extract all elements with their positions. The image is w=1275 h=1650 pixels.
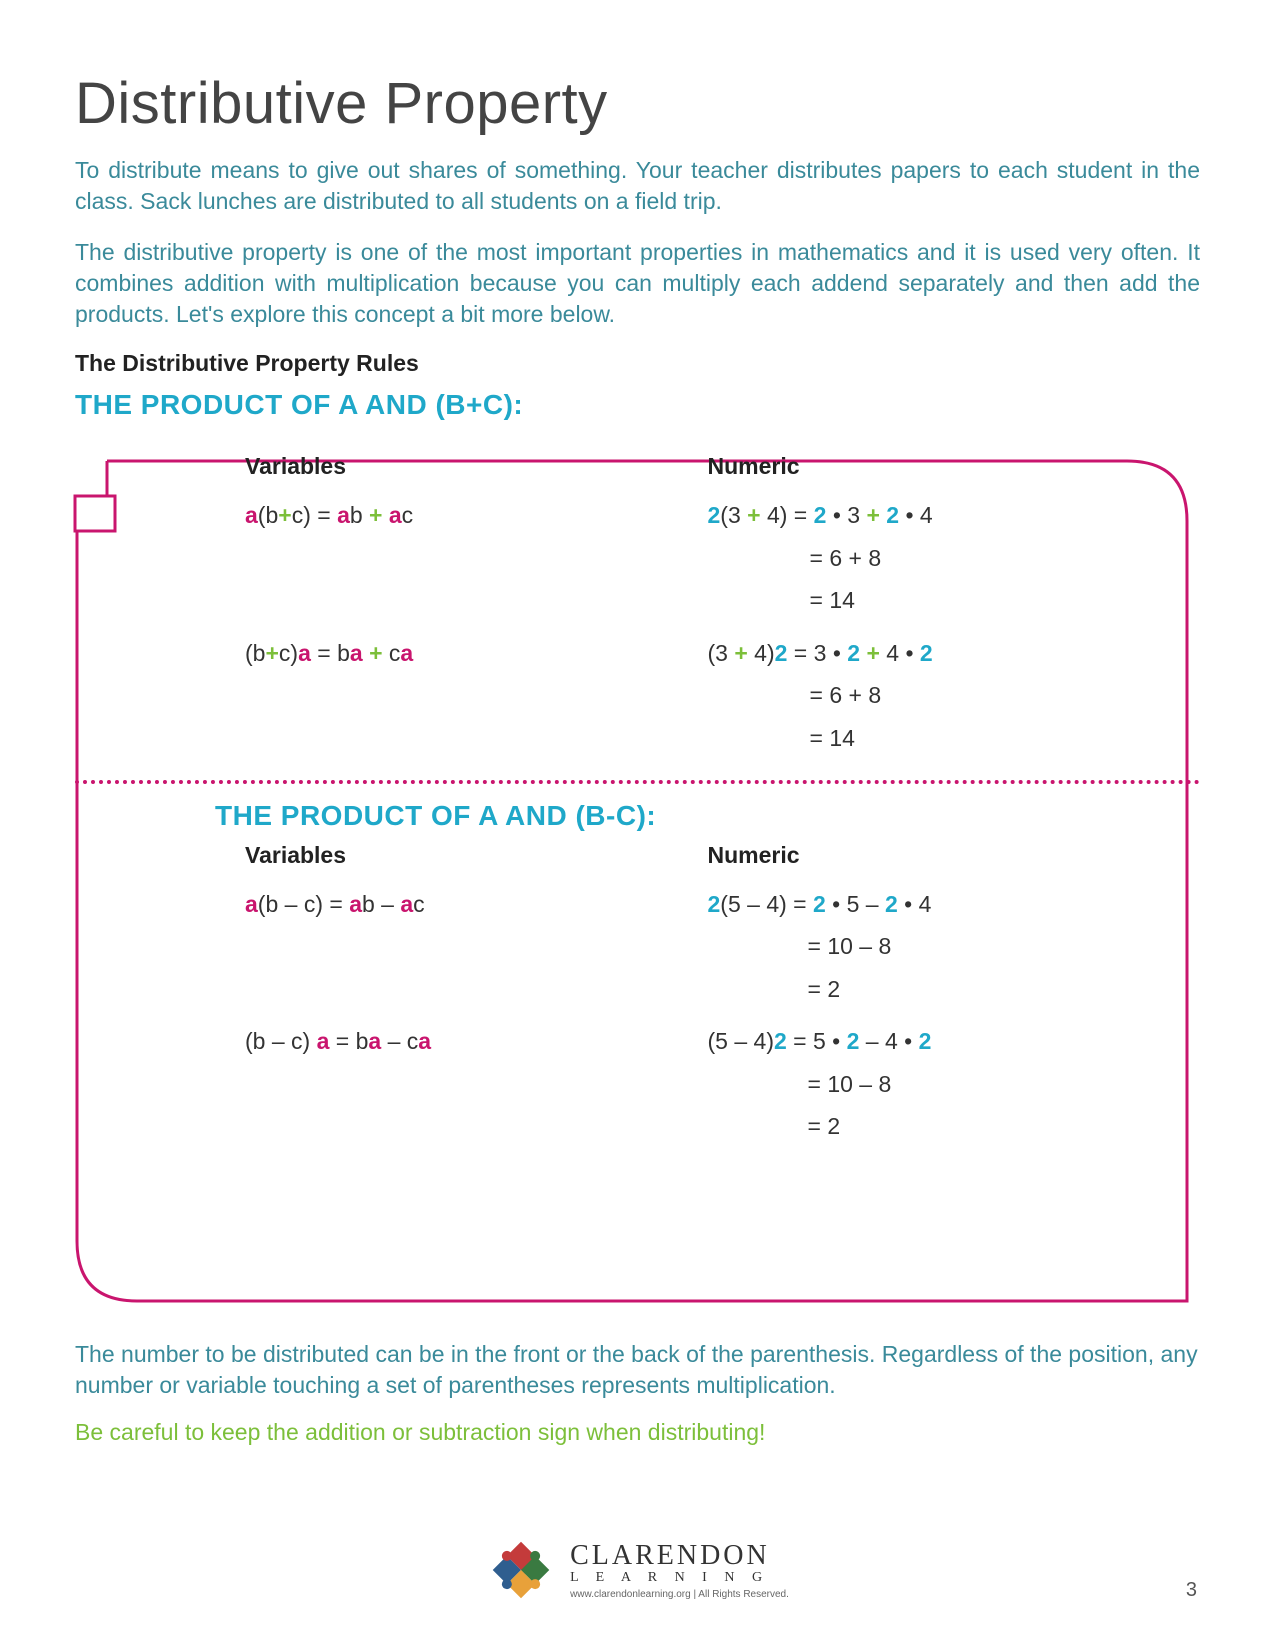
page-title: Distributive Property — [75, 70, 1200, 137]
page-number: 3 — [1186, 1579, 1197, 1602]
logo-icon — [486, 1535, 556, 1605]
brand-url: www.clarendonlearning.org | All Rights R… — [570, 1589, 789, 1600]
variables-label-2: Variables — [245, 842, 708, 869]
intro-paragraph-1: To distribute means to give out shares o… — [75, 155, 1200, 217]
note-blue: The number to be distributed can be in t… — [75, 1339, 1200, 1401]
eq-s2-n2c: = 2 — [708, 1105, 1171, 1148]
dotted-separator — [75, 780, 1200, 784]
eq-s1-n2b: = 6 + 8 — [708, 674, 1171, 717]
section-2-heading: THE PRODUCT OF A AND (B-C): — [215, 800, 1170, 832]
eq-s2-n2a: (5 – 4)2 = 5 • 2 – 4 • 2 — [708, 1020, 1171, 1063]
numeric-label: Numeric — [708, 453, 1171, 480]
eq-s1-v1: a(b+c) = ab + ac — [245, 494, 708, 537]
eq-s1-n1b: = 6 + 8 — [708, 537, 1171, 580]
brand-sub: L E A R N I N G — [570, 1570, 789, 1586]
footer: CLARENDON L E A R N I N G www.clarendonl… — [0, 1535, 1275, 1610]
eq-s2-n1a: 2(5 – 4) = 2 • 5 – 2 • 4 — [708, 883, 1171, 926]
numeric-label-2: Numeric — [708, 842, 1171, 869]
rules-title: The Distributive Property Rules — [75, 350, 1200, 377]
eq-s2-v1: a(b – c) = ab – ac — [245, 883, 708, 926]
eq-s2-n2b: = 10 – 8 — [708, 1063, 1171, 1106]
eq-s2-v2: (b – c) a = ba – ca — [245, 1020, 708, 1063]
section-1-heading: THE PRODUCT OF A AND (B+C): — [75, 389, 1200, 421]
eq-s1-n1a: 2(3 + 4) = 2 • 3 + 2 • 4 — [708, 494, 1171, 537]
note-green: Be careful to keep the addition or subtr… — [75, 1417, 1200, 1448]
eq-s2-n1c: = 2 — [708, 968, 1171, 1011]
eq-s2-n1b: = 10 – 8 — [708, 925, 1171, 968]
variables-label: Variables — [245, 453, 708, 480]
section-1-columns: Variables a(b+c) = ab + ac (b+c)a = ba +… — [245, 453, 1170, 769]
eq-s1-v2: (b+c)a = ba + ca — [245, 632, 708, 675]
eq-s1-n1c: = 14 — [708, 579, 1171, 622]
rules-frame: Variables a(b+c) = ab + ac (b+c)a = ba +… — [75, 431, 1200, 1311]
section-2-columns: Variables a(b – c) = ab – ac (b – c) a =… — [245, 842, 1170, 1158]
intro-paragraph-2: The distributive property is one of the … — [75, 237, 1200, 330]
eq-s1-n2c: = 14 — [708, 717, 1171, 760]
brand-name: CLARENDON — [570, 1540, 789, 1572]
eq-s1-n2a: (3 + 4)2 = 3 • 2 + 4 • 2 — [708, 632, 1171, 675]
